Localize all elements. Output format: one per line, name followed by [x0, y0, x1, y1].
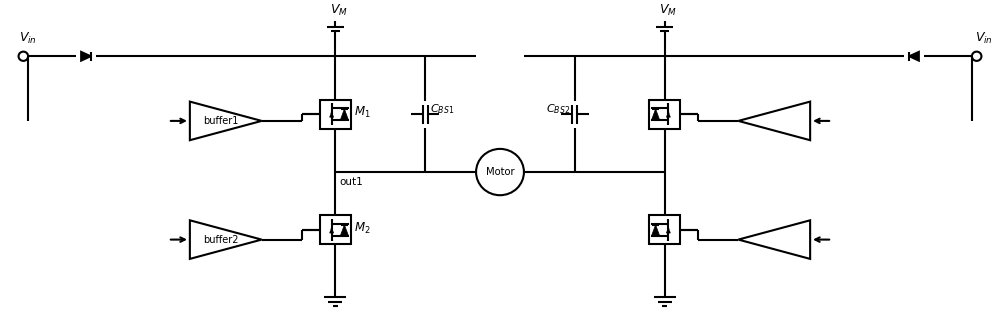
Text: $C_{BS2}$: $C_{BS2}$: [546, 102, 570, 116]
Polygon shape: [341, 109, 348, 120]
Bar: [320, 215, 351, 245]
Polygon shape: [81, 52, 91, 61]
Polygon shape: [909, 52, 919, 61]
Text: buffer1: buffer1: [203, 116, 238, 126]
Text: $C_{BS1}$: $C_{BS1}$: [430, 102, 454, 116]
Polygon shape: [341, 225, 348, 235]
Polygon shape: [652, 225, 659, 235]
Text: $V_M$: $V_M$: [330, 3, 347, 18]
Bar: [649, 215, 680, 245]
Text: $V_M$: $V_M$: [659, 3, 676, 18]
Text: $V_{in}$: $V_{in}$: [19, 31, 37, 46]
Text: Motor: Motor: [486, 167, 514, 177]
Text: $M_2$: $M_2$: [354, 221, 371, 236]
Polygon shape: [652, 109, 659, 120]
Text: $M_1$: $M_1$: [354, 105, 371, 120]
Bar: [649, 100, 680, 129]
Text: out1: out1: [339, 177, 363, 187]
Bar: [320, 100, 351, 129]
Text: $V_{in}$: $V_{in}$: [975, 31, 993, 46]
Text: buffer2: buffer2: [203, 234, 239, 245]
